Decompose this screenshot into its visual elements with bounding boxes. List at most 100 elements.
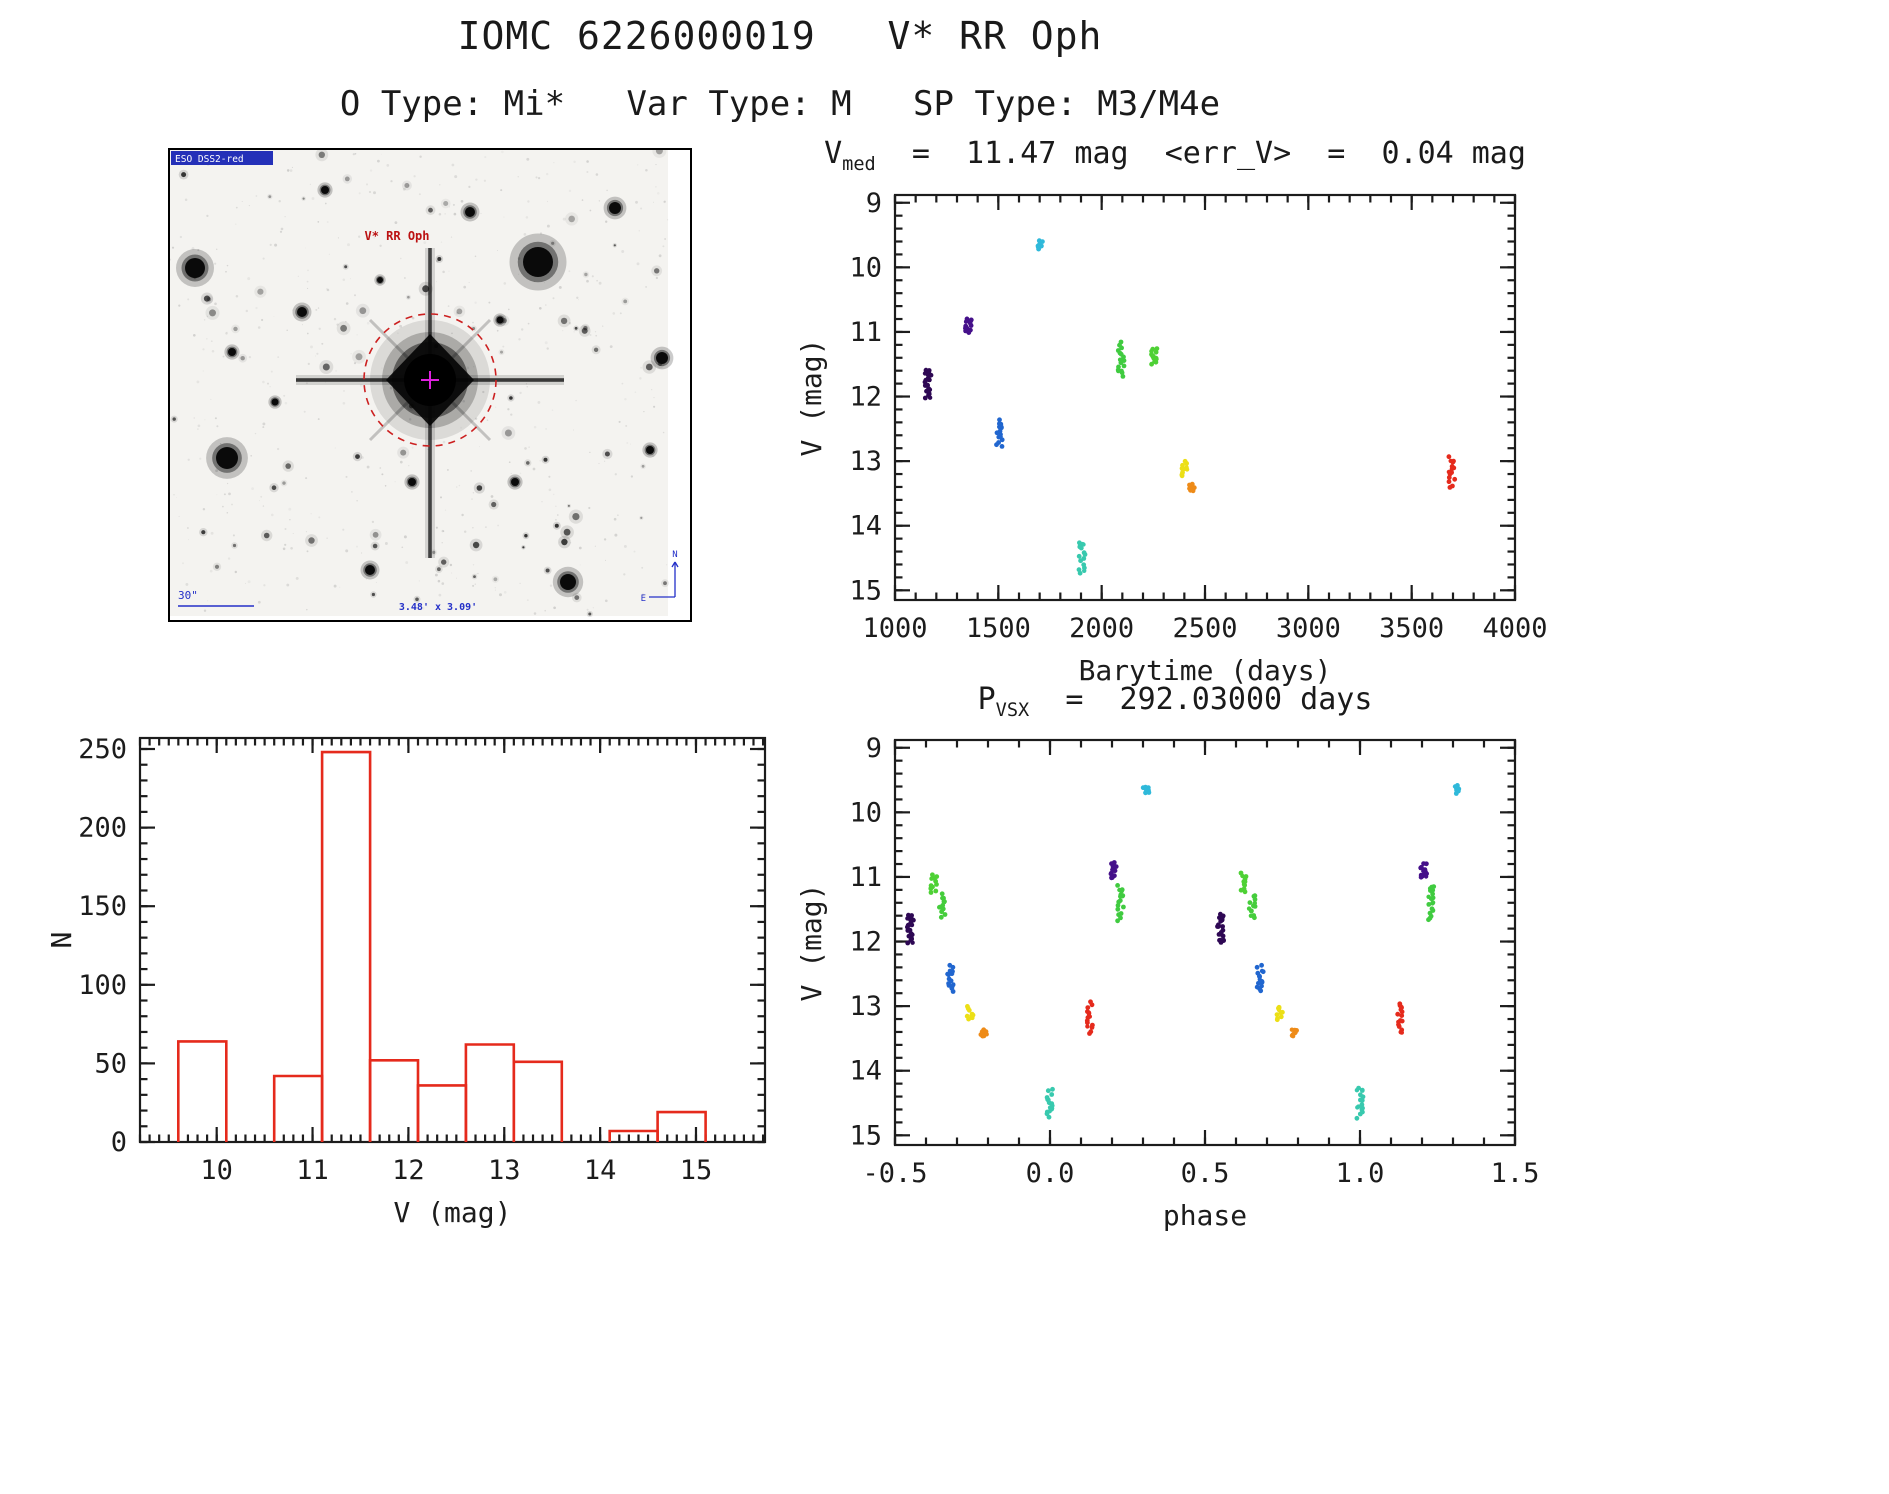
target-label: V* RR Oph [364, 229, 429, 243]
fov-label: 3.48' x 3.09' [399, 602, 477, 613]
data-point [1241, 879, 1246, 884]
data-point [1398, 1007, 1403, 1012]
y-tick-label: 50 [94, 1048, 127, 1079]
phase-axes [893, 738, 1517, 1147]
data-point [1448, 458, 1453, 464]
data-point [1242, 889, 1248, 895]
data-cluster [1115, 339, 1127, 379]
data-point [1426, 894, 1431, 899]
data-cluster [1452, 783, 1462, 796]
data-point [1119, 368, 1124, 373]
data-point [1077, 544, 1082, 550]
y-tick-label: 12 [849, 382, 882, 413]
y-tick-label: 14 [849, 511, 882, 542]
data-point [906, 928, 911, 933]
data-cluster [1289, 1027, 1299, 1039]
data-point [1184, 465, 1189, 470]
x-tick-label: 3500 [1379, 613, 1444, 644]
data-point [984, 1032, 989, 1037]
data-point [997, 421, 1002, 426]
phase-title: PVSX = 292.03000 days [795, 682, 1555, 721]
y-tick-label: 0 [111, 1127, 127, 1158]
data-cluster [928, 872, 940, 895]
data-point [1115, 918, 1120, 924]
scale-label: 30" [178, 589, 198, 602]
data-point [905, 940, 911, 946]
data-point [1216, 924, 1221, 929]
data-point [927, 377, 932, 383]
histogram-bar [320, 750, 372, 1142]
lightcurve-axes [893, 193, 1517, 602]
data-cluster [994, 417, 1005, 449]
data-point [950, 964, 956, 970]
data-point [1077, 570, 1083, 576]
plot-frame [893, 193, 1517, 602]
y-tick-label: 250 [78, 734, 127, 765]
data-point [1149, 361, 1154, 367]
histogram-bar [272, 1074, 324, 1142]
x-tick-label: 4000 [1482, 613, 1547, 644]
lightcurve-title-prefix: V [824, 136, 843, 171]
data-point [1120, 374, 1126, 379]
data-point [927, 395, 933, 400]
data-cluster [937, 891, 948, 920]
data-point [1219, 913, 1224, 919]
data-point [1118, 915, 1123, 921]
data-point [1045, 1088, 1051, 1094]
data-point [1289, 1027, 1295, 1032]
data-point [924, 383, 929, 388]
data-point [934, 882, 939, 887]
x-tick-label: 1.5 [1491, 1158, 1540, 1189]
y-tick-label: 200 [78, 813, 127, 844]
x-tick-label: 1500 [966, 613, 1031, 644]
data-point [1238, 887, 1244, 893]
data-point [1085, 1024, 1090, 1029]
lightcurve-title-sub: med [842, 154, 876, 175]
phase-labels: -0.5 0.0 0.5 1.0 1.5 9 10 11 12 13 14 15 phase V (mag… [795, 733, 1539, 1232]
phase-chart: -0.5 0.0 0.5 1.0 1.5 9 10 11 12 13 14 15 phase V (mag… [795, 733, 1539, 1232]
data-point [933, 888, 939, 894]
data-point [1360, 1094, 1366, 1100]
x-tick-label: 14 [584, 1155, 617, 1186]
histogram-bar [464, 1043, 516, 1142]
data-point [942, 899, 947, 904]
data-point [1426, 917, 1431, 923]
data-point [922, 371, 928, 376]
data-point [1424, 861, 1429, 867]
data-point [1117, 887, 1122, 893]
y-tick-label: 9 [866, 733, 882, 764]
data-cluster [1215, 911, 1226, 945]
data-point [1446, 469, 1452, 475]
data-point [942, 912, 948, 917]
data-point [1447, 485, 1453, 490]
data-point [1151, 353, 1156, 359]
data-cluster [1076, 540, 1088, 576]
data-point [1115, 906, 1121, 912]
data-point [1399, 1018, 1405, 1024]
data-point [1108, 871, 1113, 877]
data-point [939, 909, 944, 915]
x-tick-label: 15 [680, 1155, 713, 1186]
data-point [1179, 473, 1185, 479]
data-point [1423, 874, 1429, 879]
data-point [1086, 1010, 1092, 1015]
plot-frame [138, 736, 767, 1144]
plot-frame [893, 738, 1517, 1147]
histogram-bar [368, 1059, 420, 1142]
data-point [1220, 924, 1225, 929]
data-cluster [1187, 481, 1197, 494]
data-point [1119, 345, 1124, 351]
data-point [1395, 1011, 1401, 1017]
x-tick-label: 1000 [862, 613, 927, 644]
data-point [1078, 558, 1083, 564]
data-point [1120, 893, 1126, 898]
data-point [1277, 1005, 1282, 1011]
data-point [1121, 904, 1126, 910]
data-point [1089, 1002, 1095, 1008]
histogram-bar [512, 1060, 564, 1142]
data-point [1354, 1115, 1360, 1121]
page-subtitle: O Type: Mi* Var Type: M SP Type: M3/M4e [339, 84, 1221, 124]
data-point [997, 424, 1002, 430]
